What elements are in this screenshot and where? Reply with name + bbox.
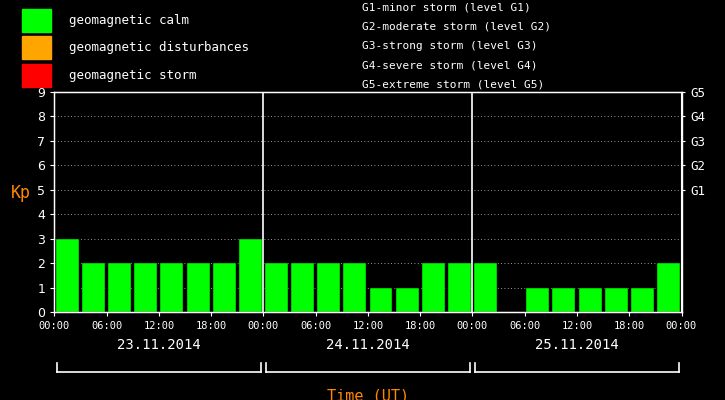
Bar (396, 288, 418, 312)
Bar (212, 263, 236, 312)
Bar (186, 263, 210, 312)
Bar (579, 288, 602, 312)
Bar (370, 288, 392, 312)
Text: geomagnetic disturbances: geomagnetic disturbances (69, 41, 249, 54)
Bar (631, 288, 654, 312)
Bar (239, 239, 262, 312)
Text: 23.11.2014: 23.11.2014 (117, 338, 201, 352)
Bar (56, 239, 79, 312)
Text: G2-moderate storm (level G2): G2-moderate storm (level G2) (362, 22, 552, 32)
Bar (448, 263, 471, 312)
Bar (291, 263, 314, 312)
Bar (474, 263, 497, 312)
Text: G5-extreme storm (level G5): G5-extreme storm (level G5) (362, 80, 544, 90)
Bar (526, 288, 550, 312)
Bar (82, 263, 105, 312)
Bar (552, 288, 576, 312)
Text: 25.11.2014: 25.11.2014 (535, 338, 619, 352)
Bar (22, 9, 51, 32)
Bar (318, 263, 340, 312)
Text: Time (UT): Time (UT) (327, 388, 409, 400)
Text: geomagnetic storm: geomagnetic storm (69, 69, 196, 82)
Text: G4-severe storm (level G4): G4-severe storm (level G4) (362, 60, 538, 70)
Bar (108, 263, 131, 312)
Text: G1-minor storm (level G1): G1-minor storm (level G1) (362, 2, 531, 12)
Bar (605, 288, 628, 312)
Bar (657, 263, 680, 312)
Bar (134, 263, 157, 312)
Bar (344, 263, 366, 312)
Bar (22, 36, 51, 59)
Bar (265, 263, 288, 312)
Bar (422, 263, 444, 312)
Text: 24.11.2014: 24.11.2014 (326, 338, 410, 352)
Bar (22, 64, 51, 87)
Y-axis label: Kp: Kp (11, 184, 30, 202)
Text: geomagnetic calm: geomagnetic calm (69, 14, 189, 27)
Text: G3-strong storm (level G3): G3-strong storm (level G3) (362, 41, 538, 51)
Bar (160, 263, 183, 312)
